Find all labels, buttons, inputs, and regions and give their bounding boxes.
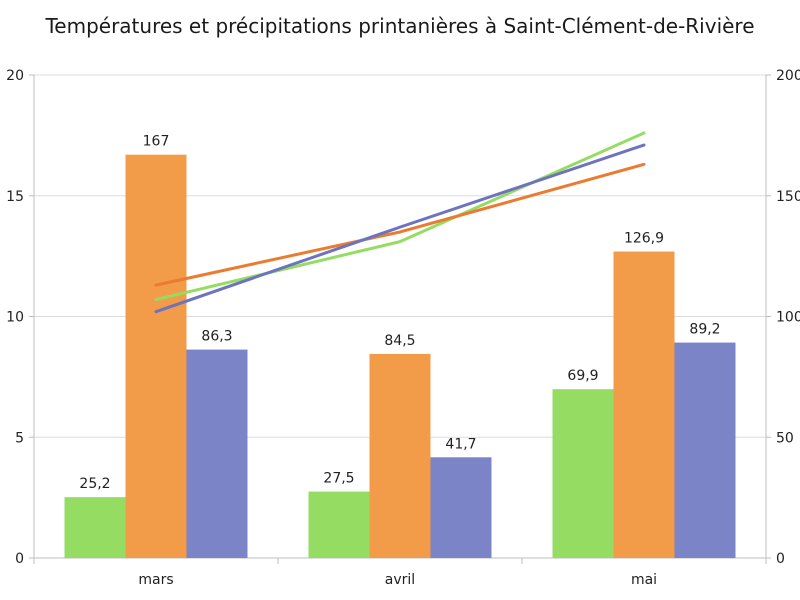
bar-value-label: 126,9 xyxy=(624,231,664,247)
bar xyxy=(552,389,614,558)
category-label: avril xyxy=(385,572,415,588)
right-axis-tick-label: 150 xyxy=(776,189,800,205)
bar xyxy=(308,491,370,558)
left-axis-tick-label: 5 xyxy=(15,430,24,446)
series-line xyxy=(154,131,646,302)
bar-value-label: 41,7 xyxy=(445,436,476,452)
right-axis-tick-label: 200 xyxy=(776,68,800,84)
bar-value-label: 167 xyxy=(143,134,170,150)
left-axis-tick-label: 10 xyxy=(6,310,24,326)
bar-value-label: 69,9 xyxy=(567,368,598,384)
bar xyxy=(125,154,187,558)
right-axis-tick-label: 0 xyxy=(776,551,785,567)
bar xyxy=(674,342,736,558)
bar xyxy=(430,457,492,558)
left-axis-tick-label: 0 xyxy=(15,551,24,567)
left-axis-tick-label: 15 xyxy=(6,189,24,205)
series-line xyxy=(154,162,646,287)
bar xyxy=(613,251,675,558)
bar-value-label: 27,5 xyxy=(323,471,354,487)
category-label: mars xyxy=(138,572,173,588)
right-axis-tick-label: 100 xyxy=(776,310,800,326)
series-line xyxy=(154,143,646,314)
bar-value-label: 86,3 xyxy=(201,329,232,345)
category-label: mai xyxy=(631,572,657,588)
bar xyxy=(369,353,431,558)
bar-value-label: 89,2 xyxy=(689,322,720,338)
bar xyxy=(186,349,248,558)
left-axis-tick-label: 20 xyxy=(6,68,24,84)
chart-title: Températures et précipitations printaniè… xyxy=(45,14,755,38)
right-axis-tick-label: 50 xyxy=(776,430,794,446)
bar-value-label: 25,2 xyxy=(79,476,110,492)
bar-value-label: 84,5 xyxy=(384,333,415,349)
bar xyxy=(64,497,126,558)
